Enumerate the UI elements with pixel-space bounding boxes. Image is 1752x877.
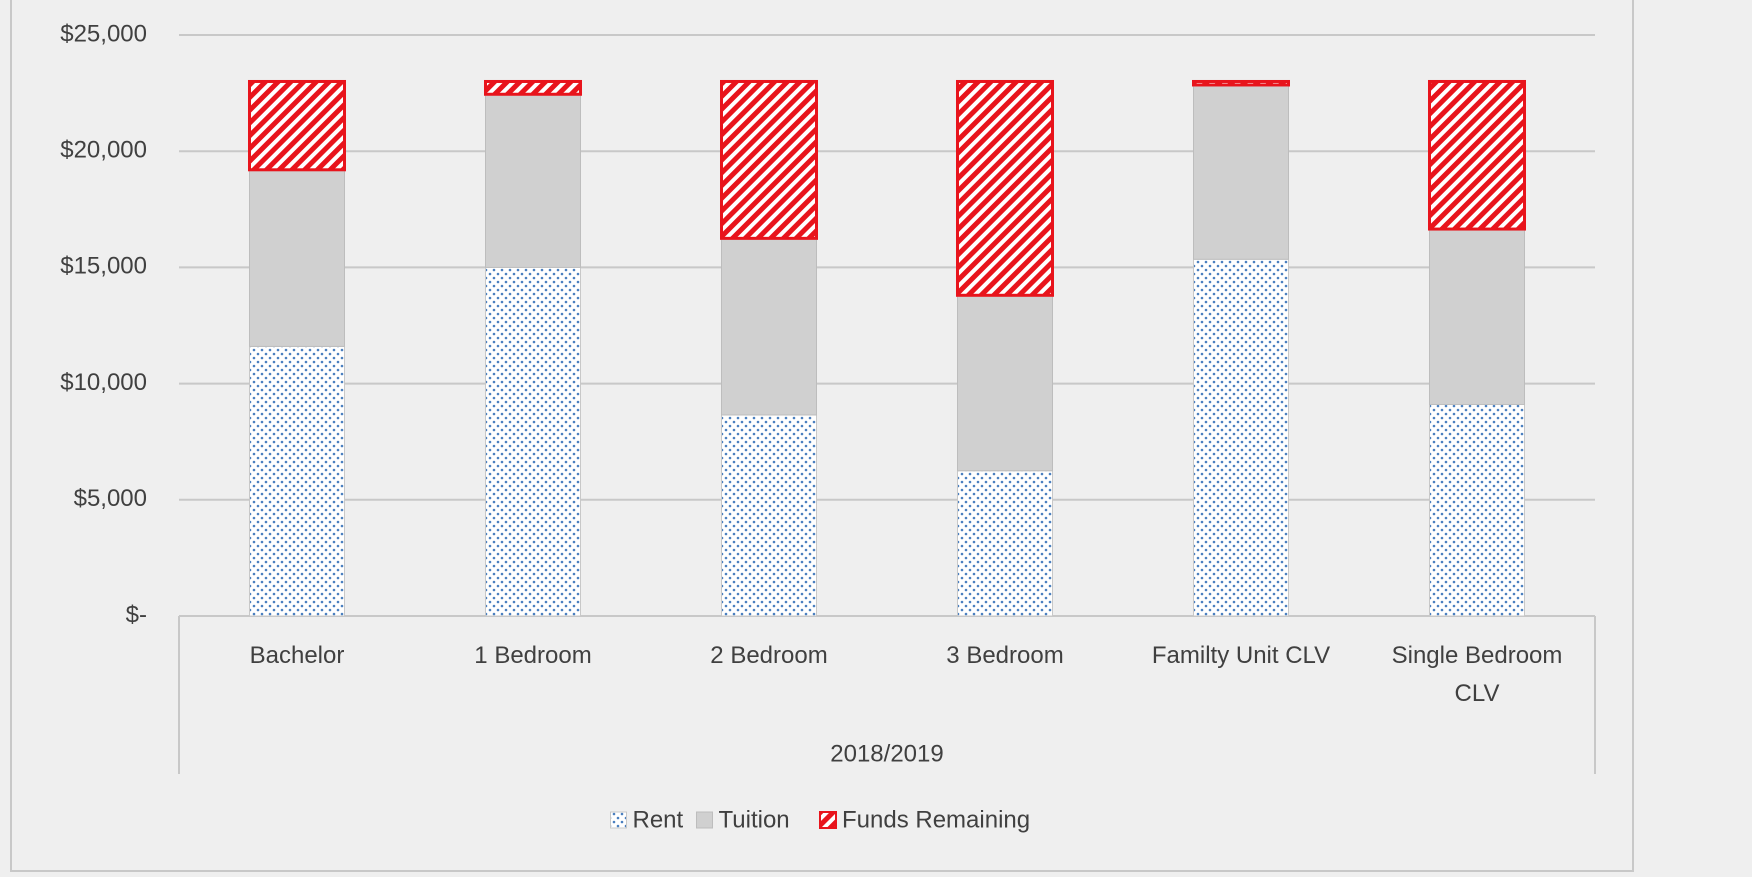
bar-segment [1429, 404, 1525, 617]
bar-segment [720, 79, 818, 240]
bar-segment [485, 266, 581, 617]
x-tick-label: Bachelor [249, 642, 345, 669]
legend-label: Funds Remaining [842, 806, 1030, 833]
legend-label: Tuition [719, 806, 790, 833]
bar-segment [957, 470, 1053, 617]
bar-segment [249, 169, 345, 347]
legend-swatch [819, 811, 837, 829]
bar-segment [249, 345, 345, 617]
bar-segment [1429, 228, 1525, 406]
y-tick-label: $10,000 [60, 369, 147, 396]
bar-segment [957, 294, 1053, 472]
bar-segment [721, 414, 817, 617]
group-label: 2018/2019 [830, 740, 943, 767]
bar-segment [956, 79, 1054, 297]
legend-label: Rent [633, 806, 684, 833]
legend-swatch [696, 811, 713, 829]
y-tick-label: $5,000 [74, 485, 147, 512]
bar-segment [1193, 84, 1289, 260]
bar-segment [484, 79, 582, 96]
x-tick-label: Familty Unit CLV [1151, 642, 1331, 669]
bar-segment [1428, 79, 1526, 231]
y-tick-label: $15,000 [60, 253, 147, 280]
bar-segment [1193, 258, 1289, 617]
bar-segment [248, 79, 346, 172]
y-tick-label: $20,000 [60, 137, 147, 164]
bar-segment [721, 237, 817, 416]
bar-segment [1192, 79, 1290, 87]
y-tick-label: $25,000 [60, 20, 147, 47]
bar-segment [485, 93, 581, 268]
x-tick-label: 2 Bedroom [710, 642, 828, 669]
x-tick-label: 3 Bedroom [946, 642, 1064, 669]
legend-swatch [610, 811, 627, 829]
y-tick-label: $- [126, 601, 147, 628]
x-tick-label: Single Bedroom CLV [1391, 642, 1563, 707]
x-tick-label: 1 Bedroom [474, 642, 592, 669]
